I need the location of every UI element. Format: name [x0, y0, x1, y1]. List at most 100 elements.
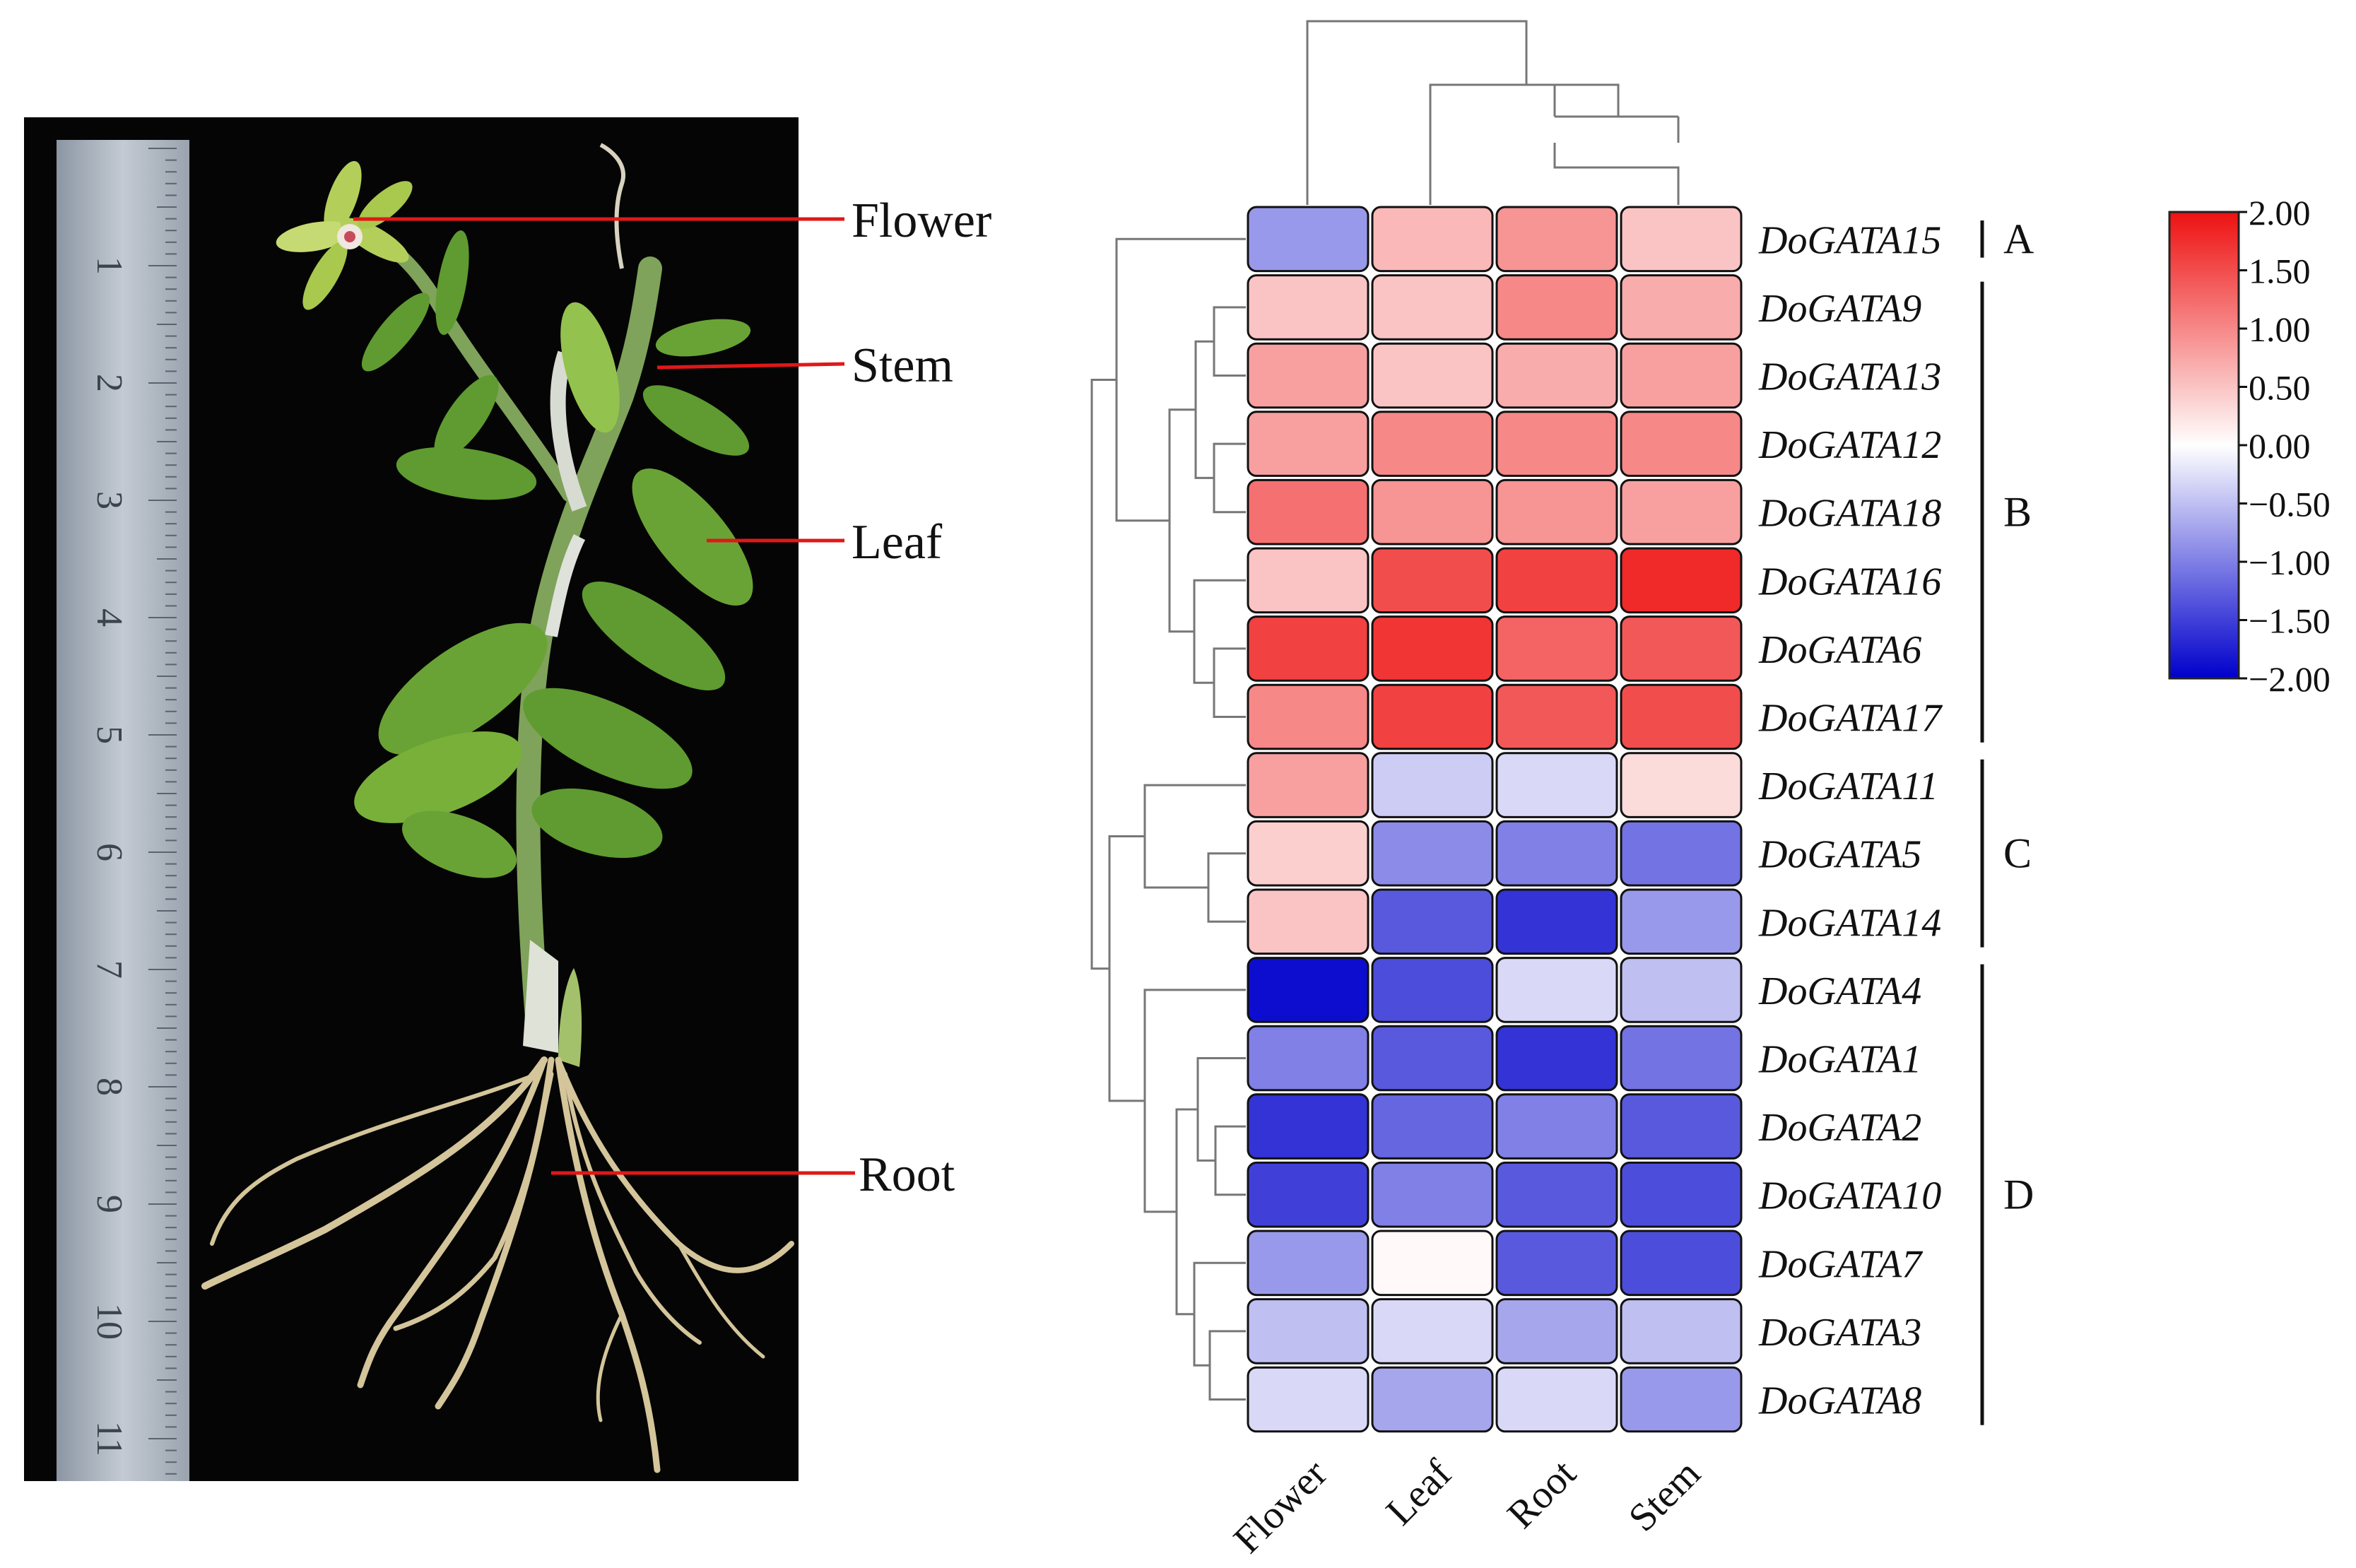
dendrogram-branch — [1108, 835, 1145, 1102]
heatmap-cell — [1620, 1298, 1743, 1364]
dendrogram-branch — [1143, 784, 1246, 889]
heatmap-cell — [1247, 1366, 1370, 1433]
heatmap-cell — [1495, 615, 1618, 682]
row-label: DoGATA16 — [1758, 560, 1941, 603]
leaf — [655, 319, 751, 357]
colorbar-gradient — [2168, 211, 2240, 680]
column-label: Leaf — [1378, 1451, 1461, 1534]
heatmap-cell — [1247, 683, 1370, 750]
dendrogram-branch — [1090, 379, 1117, 970]
root-label: Root — [859, 1148, 955, 1202]
ruler-mark: 11 — [89, 1421, 129, 1456]
heatmap-cell — [1495, 683, 1618, 750]
heatmap-cell — [1371, 1298, 1494, 1364]
leaf — [434, 375, 499, 459]
aerial-root — [550, 350, 587, 512]
dendrogram-branch — [1213, 306, 1246, 377]
heatmap-cell — [1371, 411, 1494, 477]
row-label: DoGATA15 — [1758, 218, 1941, 262]
row-label: DoGATA10 — [1758, 1174, 1941, 1218]
heatmap-cell — [1620, 1366, 1743, 1433]
heatmap-cell — [1371, 1025, 1494, 1092]
heatmap-cell — [1620, 615, 1743, 682]
aerial-root-2 — [545, 534, 586, 637]
heatmap-cell — [1620, 1093, 1743, 1160]
colorbar-tick-label: −1.50 — [2249, 601, 2331, 641]
heatmap-cell — [1620, 1161, 1743, 1228]
flower-bloom — [276, 160, 413, 310]
heatmap-cell — [1247, 615, 1370, 682]
group-label: A — [2003, 216, 2034, 262]
heatmap-cells — [1247, 206, 1743, 1433]
heatmap-cell — [1371, 683, 1494, 750]
dendrogram-branch — [1193, 579, 1246, 684]
row-label: DoGATA8 — [1758, 1379, 1921, 1423]
heatmap-cell — [1620, 888, 1743, 955]
heatmap-cell — [1247, 411, 1370, 477]
heatmap-cell — [1495, 820, 1618, 887]
ruler-body — [57, 140, 189, 1481]
heatmap-cell — [1371, 615, 1494, 682]
heatmap-cell — [1495, 1025, 1618, 1092]
leaf — [378, 623, 548, 755]
heatmap-cell — [1247, 888, 1370, 955]
row-label: DoGATA17 — [1758, 697, 1943, 741]
heatmap-cell — [1620, 683, 1743, 750]
heatmap-cell — [1620, 752, 1743, 818]
row-label: DoGATA9 — [1758, 287, 1921, 331]
heatmap-panel: DoGATA15 DoGATA9 DoGATA13 DoGATA12 DoGATA18 D… — [1090, 20, 2331, 1562]
row-label: DoGATA18 — [1758, 492, 1941, 536]
heatmap-cell — [1371, 342, 1494, 409]
colorbar-tick-label: −1.00 — [2249, 543, 2331, 582]
photo-callouts: Flower Stem Leaf Root — [353, 194, 991, 1202]
leaf — [435, 230, 469, 335]
heatmap-cell — [1247, 478, 1370, 546]
plant-photo: 1 2 3 4 5 6 7 8 9 10 11 — [24, 117, 991, 1481]
leaf — [396, 447, 537, 500]
group-label: B — [2003, 489, 2032, 536]
dendrogram-branch — [1196, 1057, 1246, 1162]
dendrogram-branch — [1168, 408, 1196, 633]
row-label: DoGATA4 — [1758, 969, 1921, 1013]
row-labels: DoGATA15 DoGATA9 DoGATA13 DoGATA12 DoGATA18 D… — [1758, 218, 1943, 1422]
ruler-mark: 9 — [89, 1195, 129, 1213]
heatmap-cell — [1247, 1025, 1370, 1092]
leaf — [632, 468, 753, 606]
row-label: DoGATA1 — [1758, 1038, 1921, 1082]
colorbar-tick-label: 0.50 — [2249, 368, 2311, 408]
row-label: DoGATA14 — [1758, 901, 1941, 945]
colorbar: 2.00 1.50 1.00 0.50 0.00 −0.50 −1.00 −1.50 −2.00 — [2168, 193, 2331, 699]
heatmap-cell — [1495, 411, 1618, 477]
dendrogram-branch — [1213, 647, 1246, 718]
heatmap-cell — [1247, 1230, 1370, 1297]
ruler-mark: 5 — [89, 726, 129, 744]
colorbar-tick-label: −2.00 — [2249, 659, 2331, 699]
heatmap-cell — [1247, 752, 1370, 818]
heatmap-cell — [1371, 1230, 1494, 1297]
row-label: DoGATA3 — [1758, 1311, 1921, 1355]
column-label: Flower — [1225, 1451, 1336, 1562]
colorbar-tick-label: 1.00 — [2249, 310, 2311, 349]
group-label: C — [2003, 830, 2032, 877]
dendrogram-branch — [1214, 1125, 1246, 1196]
heatmap-cell — [1620, 342, 1743, 409]
heatmap-cell — [1247, 206, 1370, 273]
row-label: DoGATA2 — [1758, 1106, 1921, 1150]
heatmap-cell — [1495, 1093, 1618, 1160]
heatmap-cell — [1495, 1298, 1618, 1364]
leaf — [582, 582, 726, 690]
heatmap-cell — [1371, 274, 1494, 341]
heatmap-cell — [1495, 274, 1618, 341]
column-label: Stem — [1620, 1451, 1709, 1540]
heatmap-cell — [1371, 547, 1494, 614]
leaf — [642, 385, 750, 456]
heatmap-cell — [1247, 1093, 1370, 1160]
plant-base — [523, 940, 558, 1053]
heatmap-cell — [1495, 1230, 1618, 1297]
aerial-root-3 — [599, 143, 625, 269]
column-dendrogram — [1306, 20, 1680, 205]
heatmap-cell — [1247, 342, 1370, 409]
heatmap-cell — [1371, 1366, 1494, 1433]
leaf — [401, 810, 517, 878]
